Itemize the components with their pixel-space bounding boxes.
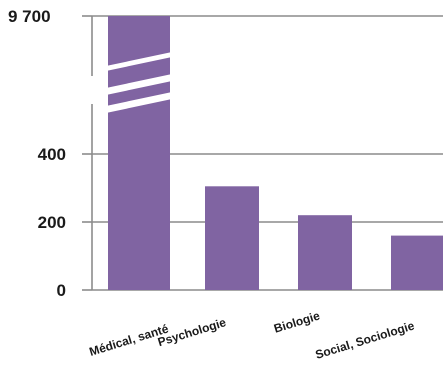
x-tick-label: Biologie [272, 308, 322, 335]
bar [298, 215, 352, 290]
axis-break-mark [106, 52, 172, 71]
y-tick-label: 9 700 [8, 7, 51, 26]
axis-break-mark [106, 92, 172, 113]
bars [106, 16, 443, 290]
y-axis: 0 200 400 9 700 [8, 7, 93, 300]
y-tick-label: 400 [38, 145, 66, 164]
x-tick-label: Social, Sociologie [314, 318, 417, 362]
y-tick-label: 0 [57, 281, 66, 300]
axis-break-mark [106, 74, 172, 95]
x-tick-label: Psychologie [156, 315, 228, 349]
bar [205, 186, 259, 290]
bar [391, 235, 443, 290]
y-tick-label: 200 [38, 213, 66, 232]
